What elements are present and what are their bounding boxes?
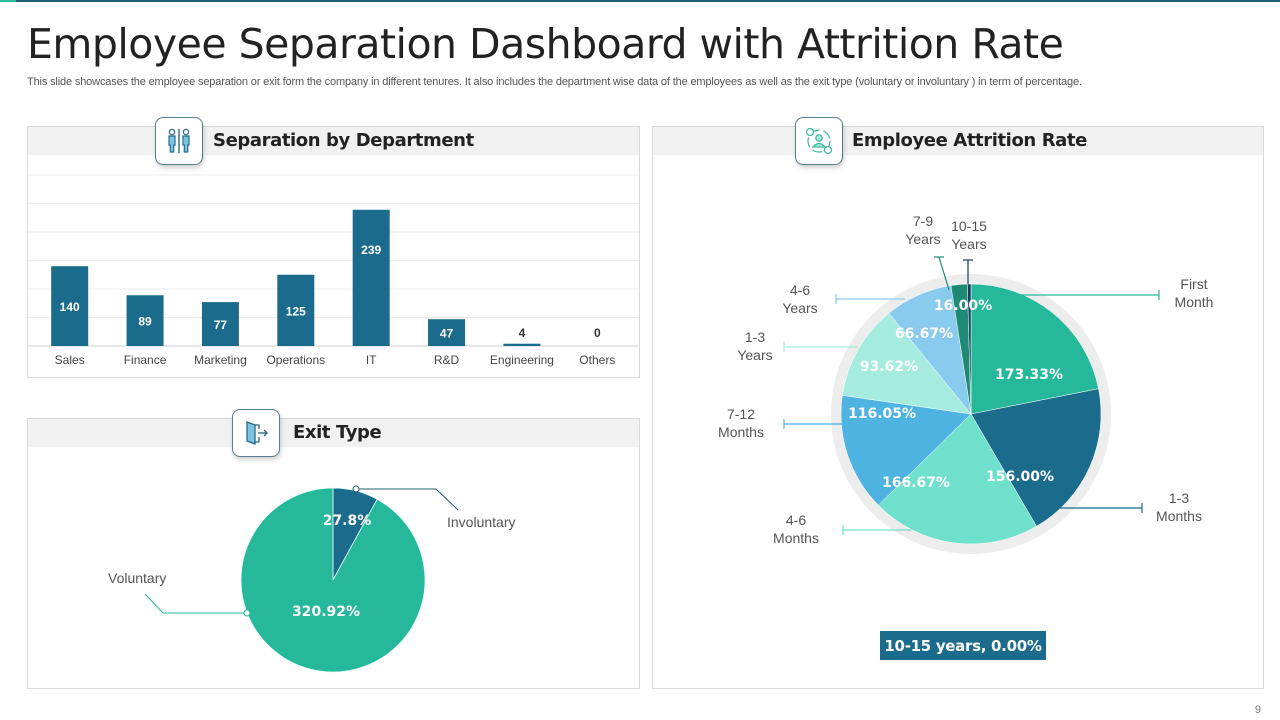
slice-voluntary	[240, 487, 426, 673]
category-label: Sales	[55, 353, 85, 367]
attrition-pie-chart: 173.33% 156.00% 166.67% 116.05% 93.62% 66.67%…	[718, 213, 1213, 554]
slice-1-3-years	[842, 312, 972, 415]
slice-4-6-months	[877, 413, 1037, 545]
callout-label: 1-3	[745, 329, 765, 345]
callout-label: 4-6	[786, 512, 806, 528]
bar-value-label: 0	[594, 326, 601, 340]
panel-title: Exit Type	[293, 422, 382, 443]
slice-value-label: 66.67%	[895, 326, 953, 342]
slice-value-label: 16.00%	[934, 298, 992, 314]
slice-10-15-years	[967, 283, 972, 415]
callout-line	[144, 593, 247, 614]
top-accent-bar	[0, 0, 1280, 2]
panel-header	[653, 127, 1263, 155]
bar-value-label: 77	[214, 318, 228, 332]
slice-first-month	[970, 283, 1099, 415]
callout-label: 7-12	[727, 406, 755, 422]
separation-bar-chart: 140 Sales 89 Finance 77 Marketing 125 Operation…	[28, 174, 639, 367]
slice-value-label: 93.62%	[860, 359, 918, 375]
callout-label: Months	[1156, 508, 1202, 524]
bar-sales	[51, 266, 89, 346]
category-label: Marketing	[194, 353, 247, 367]
bar-value-label: 239	[361, 243, 381, 257]
people-cycle-icon	[795, 117, 843, 165]
slide-title: Employee Separation Dashboard with Attri…	[27, 20, 1064, 68]
panel-title: Separation by Department	[213, 130, 474, 151]
category-label: R&D	[434, 353, 460, 367]
exit-door-icon	[232, 409, 280, 457]
callout-label: 10-15	[951, 218, 987, 234]
callout-label: 7-9	[913, 213, 933, 229]
category-label: Engineering	[490, 353, 554, 367]
category-label: Operations	[266, 353, 325, 367]
bar-it	[352, 209, 390, 346]
callout-label: Years	[782, 300, 817, 316]
callout-line	[356, 488, 459, 511]
callout-label-involuntary: Involuntary	[447, 514, 515, 530]
bar-value-label: 89	[138, 315, 152, 329]
restroom-people-icon	[155, 117, 203, 165]
top-accent-mark	[0, 0, 16, 2]
page-number: 9	[1254, 704, 1261, 716]
panel-header	[28, 127, 639, 155]
selected-point-tooltip: 10-15 years, 0.00%	[880, 631, 1046, 660]
slide-subtitle: This slide showcases the employee separa…	[27, 76, 1082, 88]
callout-dot	[243, 609, 251, 617]
slice-1-3-months	[970, 388, 1102, 527]
callout-line	[938, 256, 950, 291]
callout-label: Months	[718, 424, 764, 440]
panel-header	[28, 419, 639, 447]
slice-value-label: 173.33%	[995, 367, 1063, 383]
bar-rd	[428, 319, 466, 346]
exit-type-pie-chart: 27.8% 320.92% Involuntary Voluntary	[108, 485, 515, 673]
callout-label: Years	[737, 347, 772, 363]
slice-value-label: 116.05%	[848, 406, 916, 422]
slice-value-label: 320.92%	[292, 604, 360, 620]
bar-operations	[277, 274, 315, 346]
slice-value-label: 156.00%	[986, 469, 1054, 485]
callout-label: 4-6	[790, 282, 810, 298]
callout-label: Month	[1175, 294, 1214, 310]
bar-value-label: 4	[519, 326, 526, 340]
bar-value-label: 140	[60, 300, 80, 314]
category-label: Others	[579, 353, 615, 367]
category-label: Finance	[124, 353, 167, 367]
callout-dot	[352, 485, 360, 493]
callout-label: Years	[905, 231, 940, 247]
slice-value-label: 27.8%	[323, 513, 372, 529]
callout-label: Months	[773, 530, 819, 546]
bar-value-label: 125	[286, 304, 306, 318]
bar-value-label: 47	[440, 327, 454, 341]
bar-marketing	[201, 302, 239, 346]
slice-7-12-months	[840, 395, 972, 506]
callout-label: Years	[951, 236, 986, 252]
slice-value-label: 166.67%	[882, 475, 950, 491]
bar-finance	[126, 295, 164, 346]
callout-label: 1-3	[1169, 490, 1189, 506]
category-label: IT	[366, 353, 377, 367]
callout-label: First	[1180, 276, 1207, 292]
panel-title: Employee Attrition Rate	[852, 130, 1087, 151]
callout-label-voluntary: Voluntary	[108, 570, 166, 586]
bar-engineering	[503, 343, 541, 346]
